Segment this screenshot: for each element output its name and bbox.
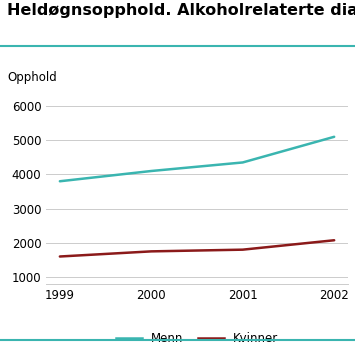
Text: Heldøgnsopphold. Alkoholrelaterte diagnoser: Heldøgnsopphold. Alkoholrelaterte diagno… [7, 3, 355, 18]
Text: Opphold: Opphold [7, 71, 57, 84]
Legend: Menn, Kvinner: Menn, Kvinner [116, 332, 278, 342]
